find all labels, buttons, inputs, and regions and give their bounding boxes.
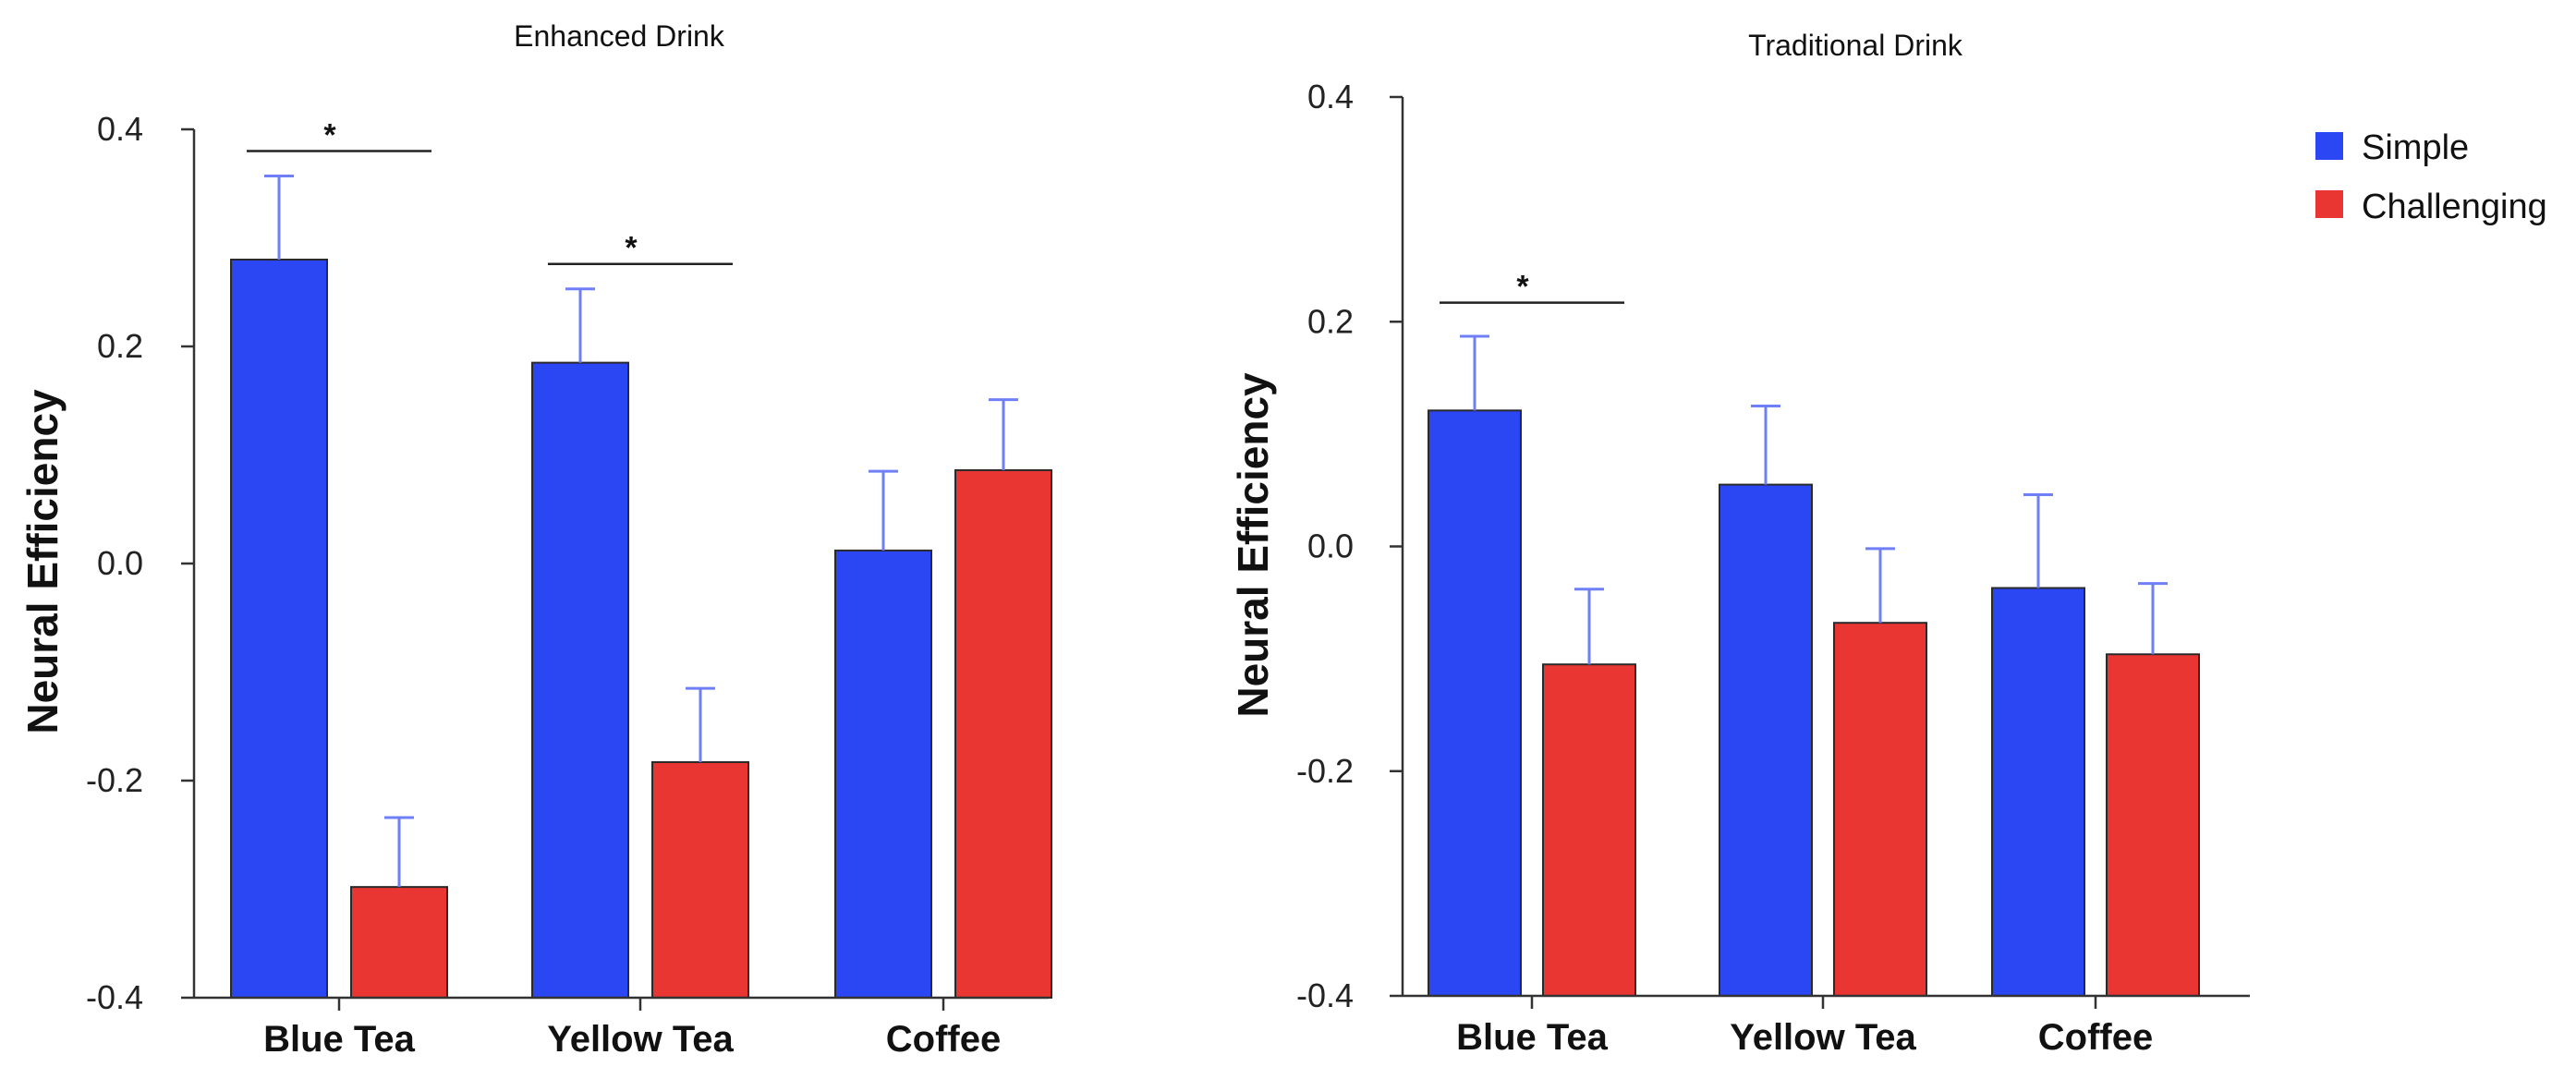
legend-swatch-simple bbox=[2315, 132, 2343, 160]
y-tick-label: 0.2 bbox=[97, 327, 143, 365]
bar-challenging-coffee bbox=[2106, 653, 2200, 997]
y-tick-label: -0.2 bbox=[1296, 752, 1354, 790]
significance-star: * bbox=[323, 118, 336, 153]
bar-challenging-yellow-tea bbox=[1833, 622, 1927, 998]
chart-title: Traditional Drink bbox=[1748, 29, 1963, 62]
bar-simple-coffee bbox=[834, 549, 932, 1000]
x-tick-label: Yellow Tea bbox=[1730, 1017, 1916, 1058]
y-tick-label: 0.4 bbox=[1307, 78, 1354, 115]
bar-simple-blue-tea bbox=[230, 259, 328, 999]
y-tick-label: 0.2 bbox=[1307, 302, 1354, 340]
bar-challenging-blue-tea bbox=[350, 886, 448, 1000]
x-tick-label: Yellow Tea bbox=[547, 1019, 734, 1060]
chart-enhanced-drink: Enhanced Drink Neural Efficiency 0.4 0.2 0… bbox=[18, 19, 1052, 1060]
y-tick-label: 0.0 bbox=[97, 544, 143, 582]
y-tick-label: -0.2 bbox=[86, 761, 143, 799]
y-axis-title: Neural Efficiency bbox=[1229, 372, 1277, 718]
x-tick-label: Blue Tea bbox=[1456, 1017, 1609, 1058]
bar-simple-yellow-tea bbox=[531, 361, 629, 999]
x-tick-label: Coffee bbox=[886, 1019, 1001, 1060]
y-tick-label: -0.4 bbox=[86, 978, 143, 1016]
bar-challenging-yellow-tea bbox=[651, 761, 749, 1000]
y-tick-label: 0.4 bbox=[97, 110, 143, 148]
legend: Simple Challenging bbox=[2315, 128, 2547, 226]
legend-swatch-challenging bbox=[2315, 190, 2343, 218]
significance-star: * bbox=[625, 231, 638, 266]
bar-simple-blue-tea bbox=[1428, 409, 1522, 997]
y-axis-title: Neural Efficiency bbox=[18, 389, 67, 734]
legend-label-simple: Simple bbox=[2362, 128, 2469, 167]
bar-simple-yellow-tea bbox=[1719, 483, 1813, 997]
y-tick-label: 0.0 bbox=[1307, 527, 1354, 565]
bar-simple-coffee bbox=[1991, 587, 2085, 997]
x-tick-label: Blue Tea bbox=[263, 1019, 416, 1060]
chart-traditional-drink: Traditional Drink Neural Efficiency 0.4 0… bbox=[1229, 29, 2250, 1058]
y-tick-label: -0.4 bbox=[1296, 976, 1354, 1014]
x-tick-label: Coffee bbox=[2038, 1017, 2153, 1058]
legend-label-challenging: Challenging bbox=[2362, 188, 2547, 226]
chart-title: Enhanced Drink bbox=[514, 19, 725, 53]
bar-challenging-coffee bbox=[954, 468, 1052, 999]
bar-challenging-blue-tea bbox=[1542, 663, 1636, 997]
significance-star: * bbox=[1516, 270, 1529, 305]
